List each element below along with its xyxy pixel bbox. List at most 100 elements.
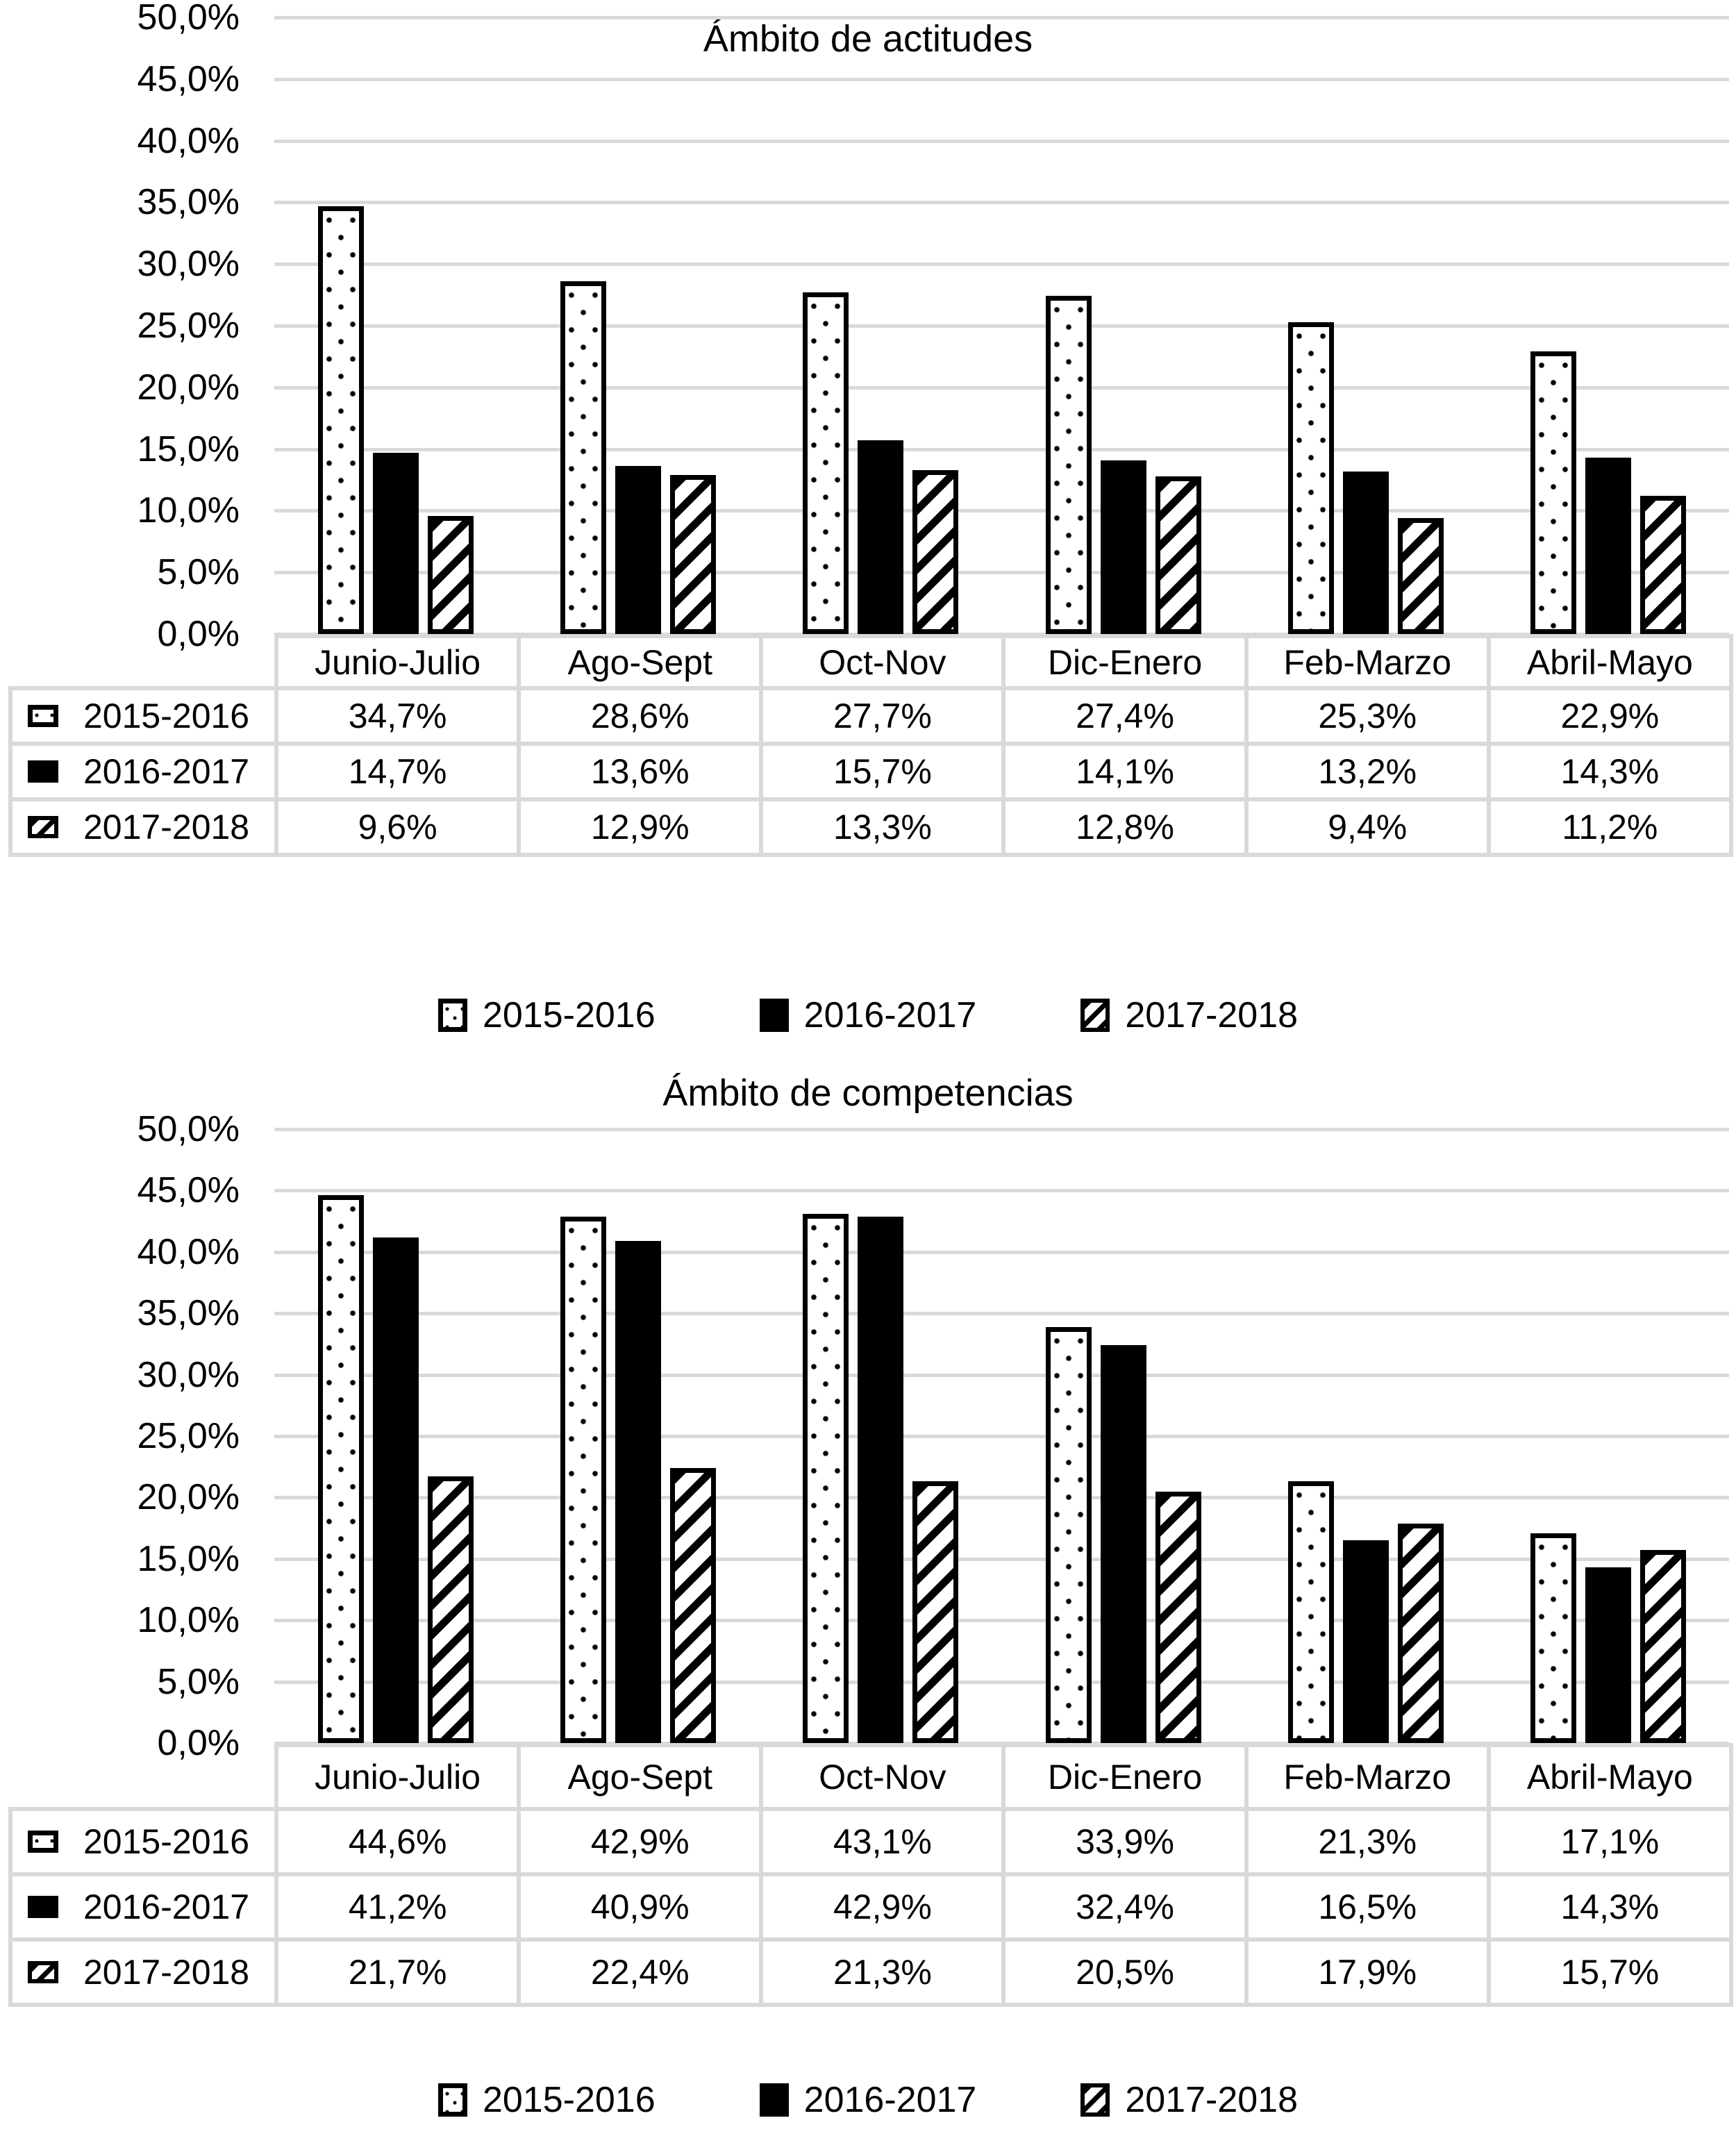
bar-group-Oct-Nov	[759, 292, 1001, 634]
bar-2017-2018-Oct-Nov	[912, 1481, 958, 1743]
y-axis-tick-label: 35,0%	[137, 182, 240, 222]
gridline	[274, 1251, 1729, 1254]
value-cell: 42,9%	[517, 1807, 764, 1876]
legend-item-2015-2016: 2015-2016	[437, 994, 656, 1036]
series-name: 2017-2018	[83, 1953, 250, 1992]
bar-group-Ago-Sept	[517, 1217, 759, 1743]
gridline	[274, 633, 1729, 636]
series-key-icon-hatched	[28, 816, 58, 838]
table-row-2017-2018: 2017-2018 21,7% 22,4% 21,3% 20,5% 17,9% 15,7%	[8, 1937, 1733, 2007]
bar-2016-2017-Ago-Sept	[615, 1241, 661, 1743]
legend-label: 2016-2017	[803, 2080, 977, 2120]
table-row-2015-2016: 2015-2016 44,6% 42,9% 43,1% 33,9% 21,3% 17,1%	[8, 1807, 1733, 1876]
value-cell: 14,3%	[1486, 742, 1733, 801]
category-header: Oct-Nov	[759, 1743, 1006, 1811]
value-cell: 21,3%	[1244, 1807, 1491, 1876]
bar-group-Junio-Julio	[274, 1195, 517, 1743]
bar-2015-2016-Dic-Enero	[1045, 1327, 1092, 1743]
bar-2016-2017-Feb-Marzo	[1342, 472, 1389, 634]
legend-label: 2015-2016	[482, 995, 656, 1035]
gridline	[274, 1619, 1729, 1622]
bar-2015-2016-Oct-Nov	[802, 1214, 849, 1743]
y-axis-tick-label: 0,0%	[157, 614, 240, 654]
gridline	[274, 16, 1729, 19]
category-header: Dic-Enero	[1001, 634, 1249, 690]
category-header: Junio-Julio	[274, 634, 521, 690]
bar-2017-2018-Dic-Enero	[1155, 1492, 1201, 1743]
category-header: Dic-Enero	[1001, 1743, 1249, 1811]
bar-2016-2017-Feb-Marzo	[1342, 1540, 1389, 1743]
value-cell: 42,9%	[759, 1872, 1006, 1942]
chart-title: Ámbito de actitudes	[703, 18, 1033, 60]
legend-label: 2017-2018	[1125, 2080, 1299, 2120]
y-axis-tick-label: 10,0%	[137, 490, 240, 531]
gridline	[274, 201, 1729, 204]
plot-area: 50,0% 45,0% 40,0% 35,0% 30,0% 25,0% 20,0% 15,0%…	[0, 1109, 1736, 1763]
bar-2016-2017-Oct-Nov	[857, 440, 903, 634]
bar-group-Ago-Sept	[517, 281, 759, 634]
bar-2017-2018-Feb-Marzo	[1397, 518, 1444, 634]
value-cell: 14,1%	[1001, 742, 1249, 801]
y-axis-tick-label: 20,0%	[137, 367, 240, 408]
table-row-2015-2016: 2015-2016 34,7% 28,6% 27,7% 27,4% 25,3% 22,9%	[8, 686, 1733, 746]
value-cell: 32,4%	[1001, 1872, 1249, 1942]
series-name: 2015-2016	[83, 1822, 250, 1861]
y-axis-tick-label: 45,0%	[137, 1170, 240, 1210]
legend-key-icon-hatched	[1080, 999, 1110, 1032]
category-header: Oct-Nov	[759, 634, 1006, 690]
gridline	[274, 509, 1729, 512]
y-axis-tick-label: 25,0%	[137, 306, 240, 346]
value-cell: 25,3%	[1244, 686, 1491, 746]
table-row-2016-2017: 2016-2017 14,7% 13,6% 15,7% 14,1% 13,2% 14,3%	[8, 742, 1733, 801]
y-axis-tick-label: 45,0%	[137, 59, 240, 99]
bar-group-Feb-Marzo	[1244, 322, 1487, 634]
gridline	[274, 448, 1729, 451]
legend-label: 2015-2016	[482, 2080, 656, 2120]
table-header-row: Junio-Julio Ago-Sept Oct-Nov Dic-Enero Feb-M…	[10, 634, 1733, 690]
series-key-icon-dotted	[28, 1831, 58, 1853]
series-name: 2015-2016	[83, 697, 250, 735]
value-cell: 13,3%	[759, 797, 1006, 857]
legend-item-2017-2018: 2017-2018	[1080, 994, 1298, 1036]
legend-item-2015-2016: 2015-2016	[437, 2079, 656, 2121]
bar-group-Dic-Enero	[1002, 296, 1244, 634]
value-cell: 34,7%	[274, 686, 521, 746]
bar-2015-2016-Dic-Enero	[1045, 296, 1092, 634]
gridline	[274, 78, 1729, 81]
legend-key-icon-dotted	[437, 999, 467, 1032]
gridline	[274, 1742, 1729, 1745]
value-cell: 11,2%	[1486, 797, 1733, 857]
category-header: Feb-Marzo	[1244, 1743, 1491, 1811]
value-cell: 43,1%	[759, 1807, 1006, 1876]
legend-key-icon-solid	[759, 2083, 789, 2117]
value-cell: 41,2%	[274, 1872, 521, 1942]
bar-group-Feb-Marzo	[1244, 1481, 1487, 1743]
gridline	[274, 1128, 1729, 1131]
bar-2015-2016-Ago-Sept	[560, 281, 606, 634]
value-cell: 12,8%	[1001, 797, 1249, 857]
gridline	[274, 262, 1729, 266]
legend-key-icon-dotted	[437, 2083, 467, 2117]
value-cell: 27,7%	[759, 686, 1006, 746]
figure-ambito-competencias: Ámbito de competencias 50,0% 45,0% 40,0% 35…	[0, 1069, 1736, 2134]
gridline	[274, 140, 1729, 143]
y-axis-tick-label: 15,0%	[137, 1539, 240, 1579]
legend-key-icon-solid	[759, 999, 789, 1032]
series-name: 2017-2018	[83, 808, 250, 847]
gridline	[274, 1312, 1729, 1315]
category-header: Ago-Sept	[517, 634, 764, 690]
bar-2016-2017-Abril-Mayo	[1585, 458, 1631, 634]
table-header-row: Junio-Julio Ago-Sept Oct-Nov Dic-Enero Feb-M…	[10, 1743, 1733, 1811]
value-cell: 27,4%	[1001, 686, 1249, 746]
bar-2016-2017-Ago-Sept	[615, 466, 661, 634]
value-cell: 33,9%	[1001, 1807, 1249, 1876]
bar-2016-2017-Abril-Mayo	[1585, 1567, 1631, 1743]
value-cell: 21,7%	[274, 1937, 521, 2007]
data-table: Junio-Julio Ago-Sept Oct-Nov Dic-Enero Feb-M…	[8, 1743, 1733, 2007]
gridline	[274, 1496, 1729, 1499]
value-cell: 22,4%	[517, 1937, 764, 2007]
y-axis-tick-label: 5,0%	[157, 1662, 240, 1702]
value-cell: 28,6%	[517, 686, 764, 746]
bar-group-Oct-Nov	[759, 1214, 1001, 1743]
